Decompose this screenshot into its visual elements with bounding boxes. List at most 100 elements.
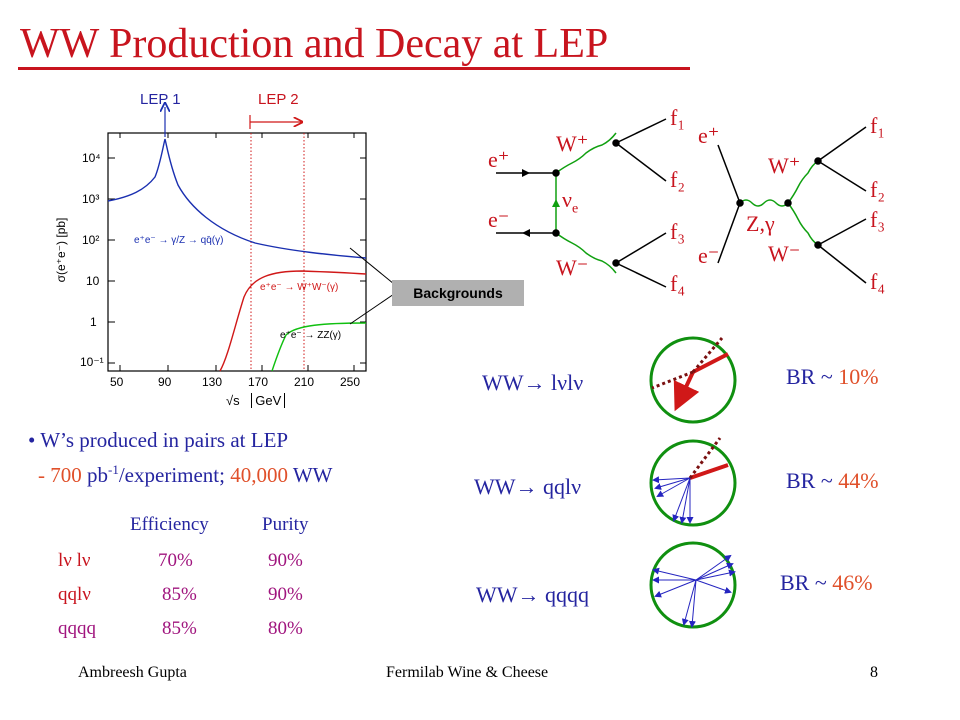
decay-label-lnulnu: WW→ lνlν (482, 370, 584, 395)
feynman-diagrams: e⁺ e⁻ νe W⁺ W⁻ f₁ f₂ f₃ f₄ e⁺ e⁻ Z,γ W⁺ … (486, 95, 906, 300)
zz-curve-label: e⁺e⁻ → ZZ(γ) (280, 330, 342, 341)
table-header-purity: Purity (262, 514, 309, 535)
br-prefix: BR ~ (780, 570, 833, 595)
event-displays (649, 336, 737, 629)
ww-curve (219, 270, 367, 372)
x-axis-sqrt: √s (226, 393, 240, 408)
plot-frame (107, 132, 367, 372)
table-row: qqlν 85% 90% (58, 584, 303, 606)
bullet-dot: • (28, 428, 41, 452)
t-f1-label: f₁ (670, 105, 685, 130)
feynman-svg (496, 118, 867, 288)
x-tick-label: 90 (158, 375, 172, 389)
row-channel: qqlν (58, 584, 91, 605)
luminosity-exponent: -1 (108, 462, 119, 477)
lep1-label: LEP 1 (140, 91, 181, 108)
footer-page-number: 8 (870, 664, 878, 681)
lep2-label: LEP 2 (258, 91, 299, 108)
br-prefix: BR ~ (786, 364, 839, 389)
ww-count-suffix: WW (287, 463, 333, 487)
y-tick-label: 10³ (82, 192, 100, 206)
footer-event: Fermilab Wine & Cheese (386, 664, 549, 681)
s-em-label: e⁻ (698, 243, 720, 268)
bullet-item-luminosity: - 700 pb-1/experiment; 40,000 WW (38, 462, 333, 488)
event-display-qqlnu (649, 437, 737, 527)
br-value: 44% (838, 468, 879, 493)
bullet-item-pairs: • W’s produced in pairs at LEP (28, 428, 288, 453)
row-efficiency: 85% (162, 618, 197, 639)
row-efficiency: 85% (162, 584, 197, 605)
event-display-lnulnu (649, 336, 737, 424)
s-f1-label: f₁ (870, 113, 885, 138)
t-nu-subscript: e (571, 201, 579, 217)
decay-label-qqqq: WW→ qqqq (476, 582, 590, 607)
backgrounds-badge: Backgrounds (392, 280, 524, 306)
row-efficiency: 70% (158, 550, 193, 571)
row-purity: 90% (268, 584, 303, 605)
x-tick-label: 50 (110, 375, 124, 389)
row-channel: lν lν (58, 550, 91, 571)
y-tick-label: 1 (90, 315, 97, 329)
backgrounds-pointers (349, 247, 395, 325)
t-f4-label: f₄ (670, 271, 685, 296)
x-tick-label: 250 (340, 375, 361, 389)
zz-curve (271, 322, 367, 372)
t-f3-label: f₃ (670, 219, 685, 244)
row-purity: 80% (268, 618, 303, 639)
br-qqlnu: BR ~ 44% (786, 468, 879, 494)
qq-curve (107, 138, 367, 259)
y-axis-label: σ(e⁺e⁻) [pb] (54, 217, 68, 283)
br-prefix: BR ~ (786, 468, 839, 493)
x-tick-marks (119, 133, 355, 371)
br-value: 10% (838, 364, 879, 389)
bullet-text: W’s produced in pairs at LEP (40, 428, 289, 452)
y-tick-label: 10 (86, 274, 100, 288)
cross-section-svg (107, 85, 367, 372)
page-title: WW Production and Decay at LEP (20, 21, 609, 67)
t-nu-label: νe (562, 187, 578, 217)
x-tick-label: 170 (248, 375, 269, 389)
decay-label-qqlnu: WW→ qqlν (474, 474, 582, 499)
s-zg-label: Z,γ (746, 211, 775, 236)
luminosity-value: - 700 (38, 463, 82, 487)
table-row: lν lν 70% 90% (58, 550, 303, 572)
ww-count: 40,000 (230, 463, 288, 487)
s-f3-label: f₃ (870, 207, 885, 232)
s-f2-label: f₂ (870, 177, 885, 202)
t-wm-label: W⁻ (556, 255, 589, 280)
x-tick-label: 130 (202, 375, 223, 389)
y-tick-marks (108, 157, 366, 364)
br-value: 46% (832, 570, 873, 595)
t-channel-diagram (496, 118, 667, 288)
x-tick-label: 210 (294, 375, 315, 389)
x-axis-unit: GeV (251, 393, 286, 408)
qq-curve-label: e⁺e⁻ → γ/Z → qq̄(γ) (134, 235, 224, 246)
row-purity: 90% (268, 550, 303, 571)
s-wp-label: W⁺ (768, 153, 801, 178)
table-row: qqqq 85% 80% (58, 618, 303, 640)
luminosity-rest: /experiment; (118, 463, 231, 487)
t-wp-label: W⁺ (556, 131, 589, 156)
s-f4-label: f₄ (870, 269, 885, 294)
cross-section-plot: LEP 1 LEP 2 10⁴ 10³ 10² 10 1 10⁻¹ σ(e⁺e⁻… (40, 85, 380, 415)
y-tick-label: 10² (82, 233, 100, 247)
y-tick-label: 10⁻¹ (80, 355, 104, 369)
y-tick-label: 10⁴ (82, 151, 101, 165)
row-channel: qqqq (58, 618, 96, 639)
br-lnulnu: BR ~ 10% (786, 364, 879, 390)
x-axis-label: √s GeV (226, 393, 286, 408)
table-header-efficiency: Efficiency (130, 514, 209, 535)
t-nu-symbol: ν (562, 187, 572, 212)
footer-author: Ambreesh Gupta (78, 664, 187, 681)
title-underline (18, 67, 690, 70)
s-wm-label: W⁻ (768, 241, 801, 266)
s-ep-label: e⁺ (698, 123, 720, 148)
t-f2-label: f₂ (670, 167, 685, 192)
br-qqqq: BR ~ 46% (780, 570, 873, 596)
t-em-label: e⁻ (488, 207, 510, 232)
luminosity-unit: pb (81, 463, 108, 487)
event-display-qqqq (649, 541, 737, 629)
s-channel-diagram (717, 126, 867, 284)
t-ep-label: e⁺ (488, 147, 510, 172)
ww-curve-label: e⁺e⁻ → W⁺W⁻(γ) (260, 282, 339, 293)
